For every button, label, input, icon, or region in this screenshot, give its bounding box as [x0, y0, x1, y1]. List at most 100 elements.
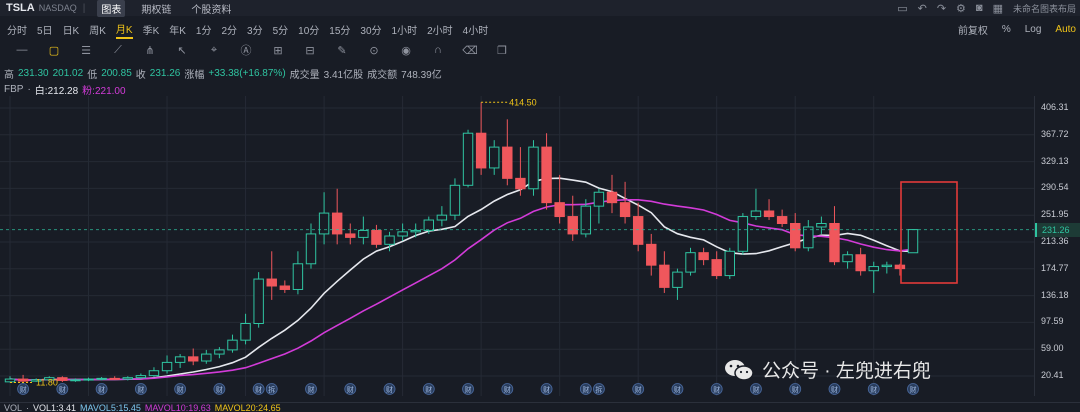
- candle-body: [266, 278, 277, 287]
- candle-body: [423, 219, 434, 231]
- indicator-name[interactable]: FBP: [4, 83, 24, 95]
- change-value: +33.38(+16.87%): [208, 67, 286, 79]
- period-item[interactable]: 月K: [115, 20, 133, 39]
- brush-tool-icon[interactable]: ✎: [337, 44, 347, 57]
- log-toggle[interactable]: Log: [1024, 23, 1042, 35]
- earnings-badge-label: 财: [870, 385, 877, 394]
- price-axis[interactable]: 406.31 367.72 329.13 290.54 251.95 213.36 174.…: [1034, 96, 1080, 396]
- current-price-badge: 231.26: [1035, 222, 1080, 237]
- percent-toggle[interactable]: %: [1001, 23, 1011, 35]
- period-item[interactable]: 3分: [247, 25, 263, 37]
- ray-tool-icon[interactable]: ⟋: [114, 43, 122, 56]
- period-item[interactable]: 15分: [329, 25, 351, 37]
- turnover-label: 成交额: [367, 69, 398, 81]
- gear-icon[interactable]: ⚙: [956, 2, 966, 15]
- period-item[interactable]: 1小时: [391, 25, 418, 37]
- lock-icon[interactable]: ⊙: [369, 44, 379, 57]
- header-divider: |: [82, 2, 86, 14]
- period-item[interactable]: 日K: [62, 25, 80, 37]
- period-item[interactable]: 30分: [360, 25, 382, 37]
- fib-tool-icon[interactable]: ⊞: [273, 44, 283, 57]
- grid-icon[interactable]: ▦: [992, 2, 1003, 15]
- candle-body: [188, 356, 199, 362]
- period-item[interactable]: 季K: [142, 25, 160, 37]
- earnings-badge-label: 财: [635, 385, 642, 394]
- earnings-badge: [56, 383, 69, 395]
- rectangle-tool-icon[interactable]: ▢: [48, 44, 60, 57]
- indicator-legend[interactable]: FBP · 白:212.28 粉:221.00: [4, 83, 130, 97]
- delete-icon[interactable]: ⌫: [462, 44, 478, 57]
- magnet-icon[interactable]: ∩: [434, 44, 442, 56]
- earnings-badge-label: 财: [752, 385, 759, 394]
- period-item[interactable]: 4小时: [462, 25, 489, 37]
- candle-body: [776, 216, 788, 224]
- price-tick: 174.77: [1041, 262, 1069, 273]
- candle-body: [70, 379, 81, 382]
- indicator-settings-icon[interactable]: ·: [27, 83, 31, 95]
- earnings-badge: [789, 383, 802, 395]
- candle-body: [279, 285, 291, 290]
- ma-pink-line: [9, 199, 914, 381]
- open-value: 201.02: [52, 67, 84, 79]
- tab-options-chain[interactable]: 期权链: [141, 4, 172, 16]
- copy-icon[interactable]: ❐: [497, 44, 507, 57]
- period-bar: 分时 5日 日K 周K 月K 季K 年K 1分 2分 3分 5分 10分 15分 30分 1小时 2小时 4小时…: [0, 19, 1080, 39]
- period-item[interactable]: 5分: [272, 25, 289, 37]
- earnings-badge: [213, 383, 226, 395]
- period-item[interactable]: 10分: [298, 25, 320, 37]
- candle-body: [96, 377, 107, 380]
- arrow-tool-icon[interactable]: ↖: [177, 44, 187, 57]
- earnings-badge-label: 财: [59, 385, 66, 394]
- top-header: TSLA NASDAQ | 图表 期权链 个股资料 ▭ ↶ ↷ ⚙ ◙ ▦ 未命…: [0, 0, 1080, 17]
- candle-body: [371, 229, 382, 245]
- earnings-badge: [305, 383, 317, 395]
- eye-icon[interactable]: ◉: [401, 44, 411, 57]
- volume-value: 3.41亿股: [323, 69, 364, 81]
- period-item[interactable]: 分时: [7, 25, 27, 37]
- candle-body: [44, 377, 55, 381]
- price-tick: 329.13: [1041, 155, 1069, 166]
- parallel-lines-icon[interactable]: ☰: [81, 44, 91, 57]
- period-item[interactable]: 周K: [89, 25, 106, 37]
- highlight-rectangle: [900, 181, 958, 284]
- earnings-badge-label: 财: [831, 385, 838, 394]
- candle-body: [214, 349, 225, 355]
- volume-title: VOL: [4, 402, 23, 412]
- layout-name[interactable]: 未命名图表布局: [1012, 3, 1076, 14]
- candle-body: [305, 233, 317, 265]
- tile-icon[interactable]: ▭: [897, 2, 908, 15]
- earnings-badge-label: 财: [255, 385, 262, 394]
- cycle-tool-icon[interactable]: ⊟: [305, 44, 315, 57]
- text-tool-icon[interactable]: Ⓐ: [240, 45, 252, 57]
- candle-body: [750, 210, 762, 218]
- fork-tool-icon[interactable]: ⋔: [145, 44, 155, 57]
- tab-chart[interactable]: 图表: [97, 0, 126, 17]
- period-item[interactable]: 1分: [195, 25, 212, 37]
- tab-stock-profile[interactable]: 个股资料: [191, 4, 232, 16]
- measure-tool-icon[interactable]: ⌖: [210, 43, 218, 56]
- period-item[interactable]: 2分: [221, 25, 238, 37]
- earnings-badge: [671, 383, 684, 395]
- close-label: 收: [135, 69, 146, 81]
- candle-body: [227, 339, 238, 351]
- camera-icon[interactable]: ◙: [975, 2, 983, 14]
- candle-body: [161, 361, 173, 372]
- candle-body: [763, 210, 775, 218]
- watermark-text: 公众号 · 左兜进右兜: [762, 361, 931, 382]
- horizontal-line-icon[interactable]: —: [16, 44, 28, 56]
- candle-body: [148, 370, 160, 377]
- auto-toggle[interactable]: Auto: [1055, 23, 1076, 35]
- redo-icon[interactable]: ↷: [936, 2, 947, 15]
- period-item[interactable]: 5日: [37, 25, 53, 37]
- symbol-label[interactable]: TSLA: [6, 2, 35, 14]
- volume-settings-icon[interactable]: ·: [26, 402, 30, 412]
- candlestick-chart[interactable]: 414.5011.80财财财财财财财拆财财财财财财财财拆财财财财财财财财: [0, 96, 1034, 396]
- mavol20-value: MAVOL20:24.65: [214, 402, 281, 412]
- earnings-badge: [501, 383, 514, 395]
- period-item[interactable]: 2小时: [427, 25, 453, 37]
- undo-icon[interactable]: ↶: [917, 2, 927, 15]
- high-label: 高: [4, 69, 14, 81]
- adjust-select[interactable]: 前复权: [957, 25, 988, 37]
- pink-line-value: 粉:221.00: [82, 85, 126, 97]
- period-item[interactable]: 年K: [169, 25, 186, 37]
